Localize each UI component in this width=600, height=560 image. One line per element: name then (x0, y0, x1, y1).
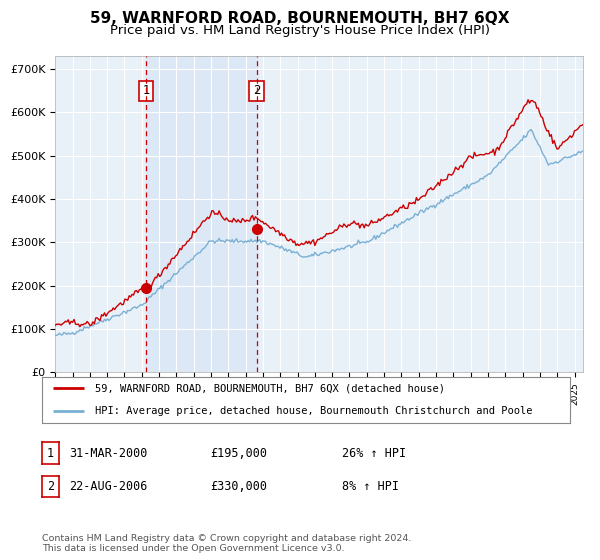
Text: 2: 2 (47, 480, 54, 493)
Text: Price paid vs. HM Land Registry's House Price Index (HPI): Price paid vs. HM Land Registry's House … (110, 24, 490, 36)
Text: £195,000: £195,000 (210, 446, 267, 460)
Text: £330,000: £330,000 (210, 480, 267, 493)
Text: 59, WARNFORD ROAD, BOURNEMOUTH, BH7 6QX (detached house): 59, WARNFORD ROAD, BOURNEMOUTH, BH7 6QX … (95, 384, 445, 393)
Text: 22-AUG-2006: 22-AUG-2006 (69, 480, 148, 493)
Text: 1: 1 (47, 446, 54, 460)
Text: HPI: Average price, detached house, Bournemouth Christchurch and Poole: HPI: Average price, detached house, Bour… (95, 407, 532, 416)
Text: 31-MAR-2000: 31-MAR-2000 (69, 446, 148, 460)
Text: Contains HM Land Registry data © Crown copyright and database right 2024.
This d: Contains HM Land Registry data © Crown c… (42, 534, 412, 553)
Bar (146, 56, 257, 372)
Text: 8% ↑ HPI: 8% ↑ HPI (342, 480, 399, 493)
Text: 2: 2 (253, 85, 260, 97)
Text: 1: 1 (142, 85, 150, 97)
Text: 26% ↑ HPI: 26% ↑ HPI (342, 446, 406, 460)
Text: 59, WARNFORD ROAD, BOURNEMOUTH, BH7 6QX: 59, WARNFORD ROAD, BOURNEMOUTH, BH7 6QX (90, 11, 510, 26)
